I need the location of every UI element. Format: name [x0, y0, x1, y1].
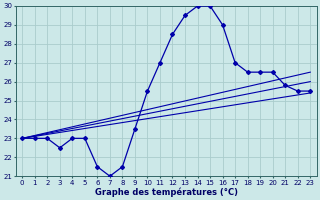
X-axis label: Graphe des températures (°C): Graphe des températures (°C) — [95, 187, 238, 197]
